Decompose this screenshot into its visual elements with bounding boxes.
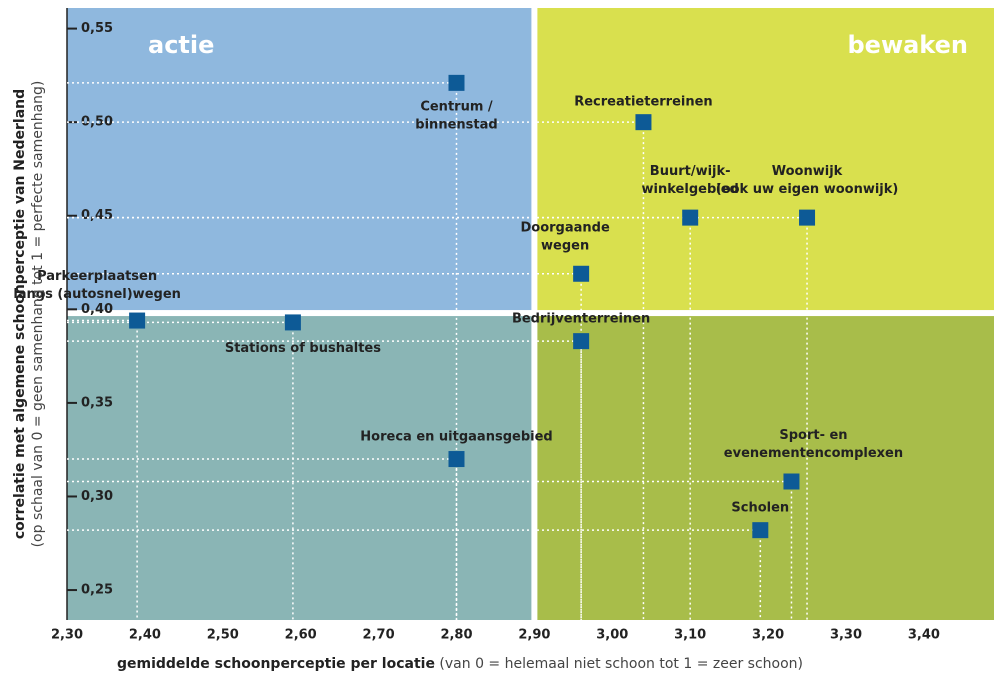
y-axis-label: correlatie met algemene schoonperceptie …	[12, 89, 28, 539]
point	[448, 451, 465, 468]
point-label: Woonwijk	[772, 164, 843, 179]
y-tick-label: 0,40	[81, 302, 113, 317]
point-label: Bedrijventerreinen	[512, 312, 650, 327]
x-label-note: (van 0 = helemaal niet schoon tot 1 = ze…	[435, 656, 803, 672]
point	[573, 333, 590, 350]
quadrant	[537, 8, 994, 311]
x-label-main: gemiddelde schoonperceptie per locatie	[117, 656, 435, 672]
y-tick-label: 0,35	[81, 395, 113, 410]
point-label: Doorgaande	[520, 220, 609, 235]
point-label: langs (autosnel)wegen	[13, 287, 181, 302]
x-tick-label: 3,00	[596, 628, 628, 643]
point	[752, 522, 769, 539]
point-label: binnenstad	[415, 117, 497, 132]
y-tick-label: 0,30	[81, 489, 113, 504]
point	[635, 114, 652, 131]
quadrant	[67, 8, 532, 311]
y-axis-note: (op schaal van 0 = geen samenhang tot 1 …	[30, 81, 46, 548]
point	[682, 209, 699, 226]
quadrant-label: actie	[148, 31, 214, 59]
point	[799, 209, 816, 226]
x-axis-label: gemiddelde schoonperceptie per locatie (…	[117, 656, 803, 672]
x-tick-label: 2,80	[440, 628, 472, 643]
point	[783, 473, 800, 490]
quadrant	[67, 316, 532, 620]
point-label: evenementencomplexen	[724, 446, 903, 461]
x-tick-label: 2,60	[285, 628, 317, 643]
point	[284, 314, 301, 331]
point-label: winkelgebied	[642, 182, 739, 197]
point-label: Scholen	[731, 501, 789, 516]
point-label: Horeca en uitgaansgebied	[360, 430, 552, 445]
y-tick-label: 0,45	[81, 208, 113, 223]
point-label: Sport- en	[779, 428, 847, 443]
quadrant	[537, 316, 994, 620]
point-label: wegen	[541, 238, 589, 253]
y-tick-label: 0,25	[81, 583, 113, 598]
point-label: Recreatieterreinen	[574, 95, 712, 110]
quadrant-label: bewaken	[847, 31, 968, 59]
point-label: Stations of bushaltes	[225, 341, 381, 356]
y-tick-label: 0,55	[81, 21, 113, 36]
point	[448, 74, 465, 91]
point-label: Centrum /	[420, 99, 493, 114]
x-tick-label: 3,10	[674, 628, 706, 643]
point-label: (ook uw eigen woonwijk)	[716, 182, 899, 197]
x-tick-label: 2,50	[207, 628, 239, 643]
x-tick-label: 2,70	[363, 628, 395, 643]
x-tick-label: 2,90	[518, 628, 550, 643]
point	[129, 312, 146, 329]
point-label: Buurt/wijk-	[650, 164, 731, 179]
x-tick-label: 2,40	[129, 628, 161, 643]
plot: actie bewaken0,250,300,350,400,450,500,55…	[13, 8, 994, 620]
x-tick-label: 3,40	[908, 628, 940, 643]
point-label: Parkeerplaatsen	[37, 269, 157, 284]
x-tick-label: 3,30	[830, 628, 862, 643]
point	[573, 265, 590, 282]
x-tick-label: 3,20	[752, 628, 784, 643]
x-tick-label: 2,30	[51, 628, 83, 643]
